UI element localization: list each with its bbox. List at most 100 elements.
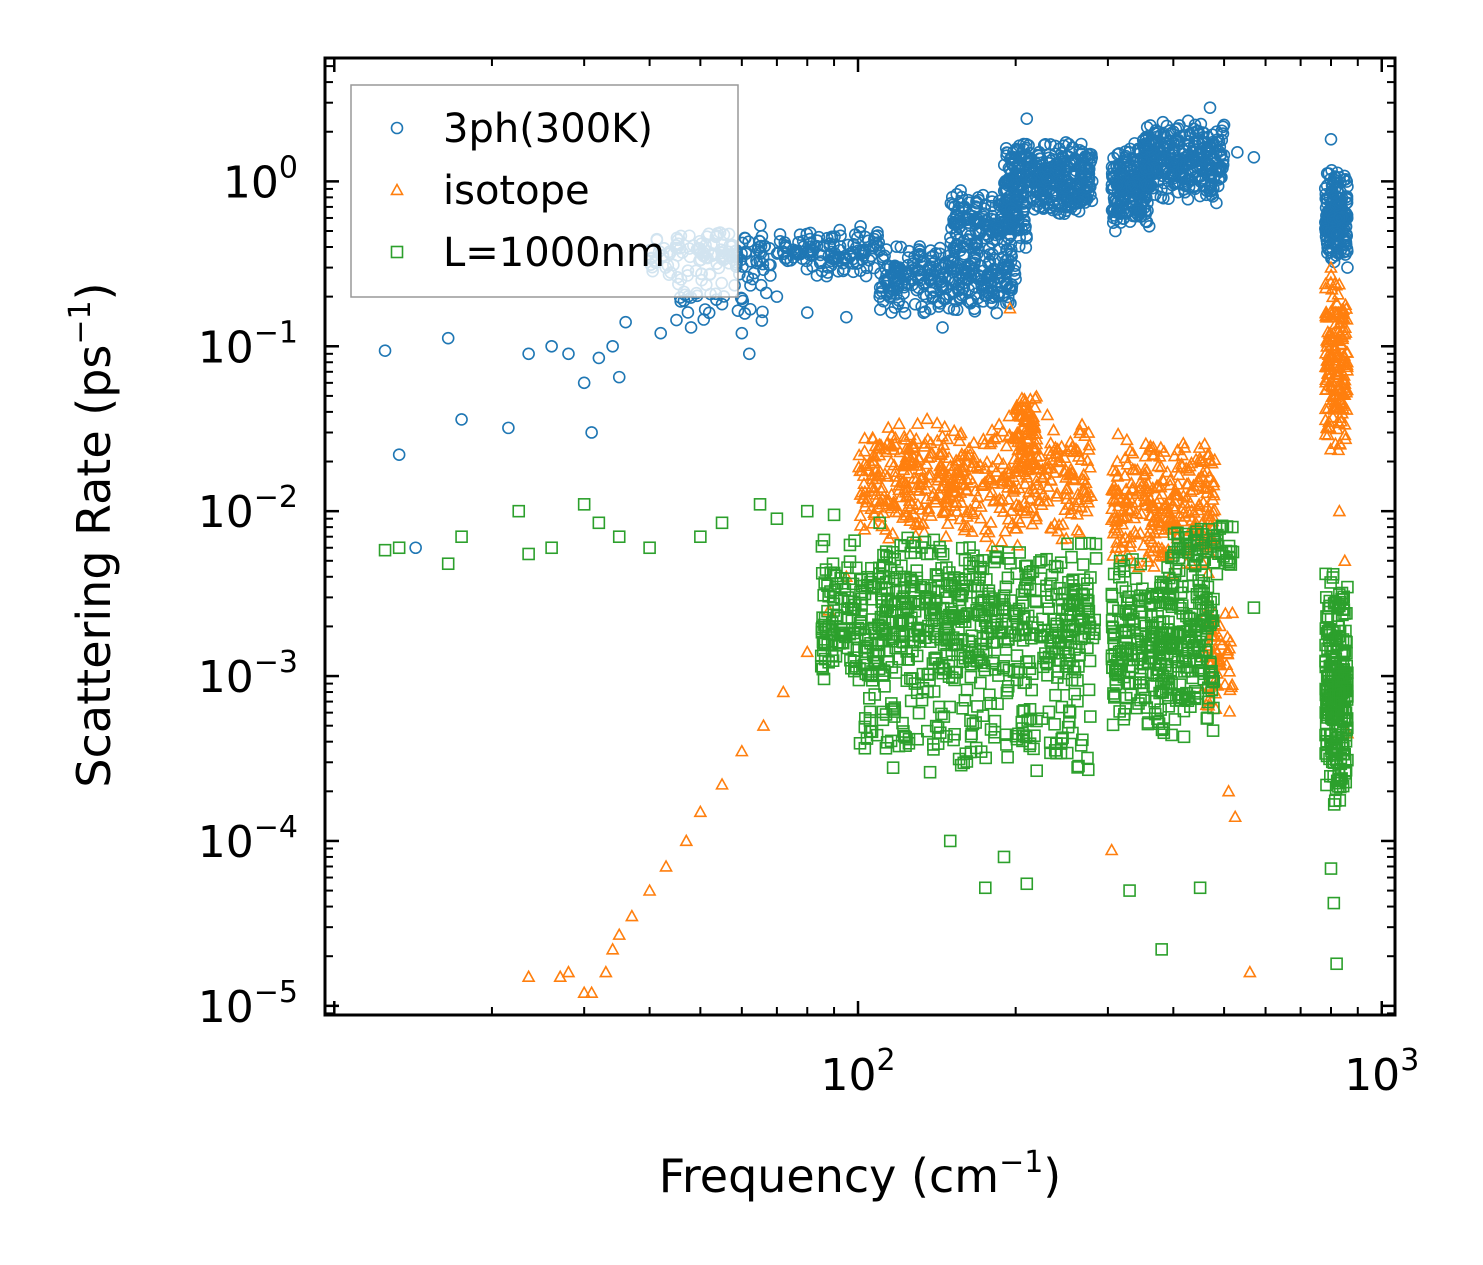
data-point-triangle <box>1065 439 1080 453</box>
data-point-triangle <box>1056 517 1070 530</box>
data-point-triangle <box>1064 506 1078 519</box>
data-point-square <box>715 516 729 530</box>
data-point-triangle <box>970 489 985 503</box>
data-point-square <box>694 530 707 544</box>
data-point-square <box>1123 884 1136 897</box>
data-point-triangle <box>857 444 872 457</box>
data-point-circle <box>846 252 860 266</box>
data-point-triangle <box>1029 511 1043 525</box>
data-point-triangle <box>871 500 886 513</box>
data-point-circle <box>990 306 1003 320</box>
data-point-circle <box>1204 159 1218 172</box>
data-point-triangle <box>659 859 673 872</box>
data-point-circle <box>1085 151 1099 165</box>
data-point-triangle <box>857 476 871 489</box>
data-point-triangle <box>1009 521 1024 534</box>
data-point-circle <box>935 279 948 292</box>
data-point-circle <box>1333 211 1346 225</box>
data-point-circle <box>970 195 983 208</box>
data-point-square <box>1324 862 1338 875</box>
data-point-circle <box>1147 161 1161 175</box>
data-point-triangle <box>1104 842 1119 856</box>
data-point-circle <box>773 234 787 248</box>
data-point-square <box>1326 567 1340 581</box>
data-point-triangle <box>1052 518 1067 531</box>
data-point-square <box>577 498 591 511</box>
data-point-triangle <box>932 447 947 460</box>
data-point-circle <box>914 273 928 287</box>
data-point-square <box>927 685 941 698</box>
data-point-circle <box>1085 175 1099 188</box>
data-point-circle <box>810 269 824 282</box>
data-point-circle <box>853 225 867 239</box>
data-point-circle <box>1080 176 1094 189</box>
data-point-square <box>1084 710 1097 723</box>
data-point-circle <box>985 224 999 238</box>
data-point-circle <box>1004 255 1018 269</box>
data-point-triangle <box>1021 485 1036 498</box>
data-point-triangle <box>1222 704 1237 717</box>
data-point-circle <box>736 294 750 308</box>
data-point-triangle <box>1243 965 1257 978</box>
data-point-triangle <box>1070 443 1085 457</box>
data-point-triangle <box>1063 434 1078 448</box>
data-point-triangle <box>1228 809 1243 823</box>
data-point-triangle <box>1002 408 1016 422</box>
data-point-circle <box>1148 188 1162 201</box>
data-point-triangle <box>910 416 925 429</box>
data-point-circle <box>924 250 938 264</box>
data-point-circle <box>1109 224 1122 238</box>
data-point-square <box>1068 687 1081 701</box>
data-point-triangle <box>625 908 639 922</box>
data-point-circle <box>1037 200 1051 214</box>
data-point-triangle <box>1029 473 1044 486</box>
data-point-triangle <box>679 833 694 847</box>
data-point-circle <box>738 231 752 245</box>
data-point-circle <box>916 260 929 273</box>
data-point-triangle <box>1075 417 1089 430</box>
data-point-circle <box>811 234 824 247</box>
data-point-circle <box>1020 229 1033 243</box>
y-tick-label: 10−3 <box>198 645 298 703</box>
y-axis-label: Scattering Rate (ps−1) <box>63 282 121 787</box>
data-point-circle <box>949 294 963 308</box>
data-point-circle <box>744 302 757 316</box>
data-point-circle <box>1107 172 1120 186</box>
data-point-circle <box>893 261 906 274</box>
data-point-circle <box>1329 199 1343 212</box>
data-point-square <box>770 512 784 526</box>
data-point-triangle <box>1057 450 1072 463</box>
data-point-circle <box>894 240 908 254</box>
data-point-triangle <box>1018 476 1033 490</box>
data-point-circle <box>962 216 975 229</box>
data-point-triangle <box>1120 457 1135 470</box>
data-point-circle <box>770 290 784 303</box>
data-point-circle <box>1231 146 1244 159</box>
data-point-triangle <box>957 522 972 536</box>
data-point-circle <box>1247 150 1261 164</box>
data-point-circle <box>1019 220 1032 233</box>
data-point-circle <box>892 265 906 278</box>
data-point-circle <box>952 282 966 296</box>
data-point-square <box>1030 764 1043 778</box>
data-point-square <box>1001 750 1014 764</box>
data-point-circle <box>802 245 815 259</box>
data-point-circle <box>949 217 962 230</box>
data-point-square <box>455 530 468 544</box>
data-point-triangle <box>888 464 903 477</box>
data-point-circle <box>873 290 886 303</box>
data-point-square <box>512 504 526 518</box>
data-point-circle <box>1216 161 1229 175</box>
data-point-circle <box>898 306 912 320</box>
data-point-square <box>1106 718 1120 732</box>
data-point-circle <box>994 266 1008 280</box>
data-point-circle <box>1185 163 1199 176</box>
data-point-triangle <box>873 509 888 522</box>
data-point-triangle <box>1078 428 1092 441</box>
data-point-triangle <box>919 491 934 505</box>
x-axis-label: Frequency (cm−1) <box>659 1145 1062 1203</box>
data-point-circle <box>545 339 558 353</box>
data-point-triangle <box>888 430 903 444</box>
data-point-triangle <box>965 475 980 488</box>
data-point-circle <box>1166 158 1180 172</box>
